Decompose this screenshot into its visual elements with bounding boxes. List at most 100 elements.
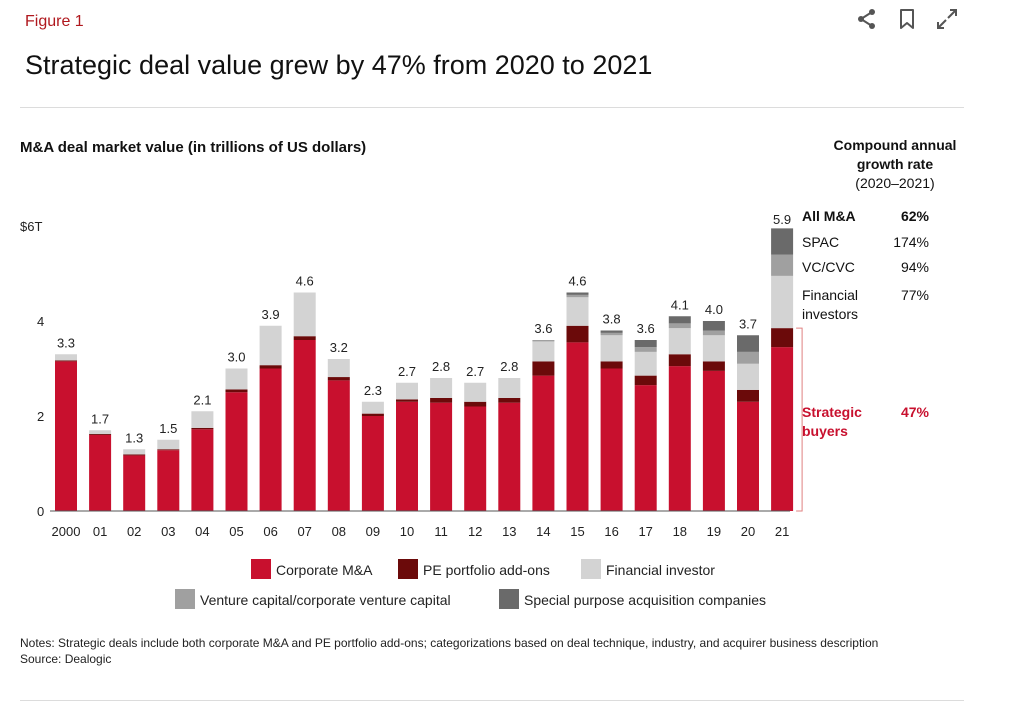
bar-segment (634, 340, 657, 348)
x-tick-label: 06 (263, 524, 277, 539)
cagr-row-value: 77% (901, 287, 929, 303)
bar-total-label: 3.6 (637, 321, 655, 336)
bar-segment (396, 382, 418, 400)
x-tick-label: 18 (673, 524, 687, 539)
bar-segment (327, 359, 350, 378)
bar-segment (737, 351, 759, 364)
bar-segment (771, 328, 794, 348)
headline: Strategic deal value grew by 47% from 20… (25, 50, 653, 80)
bar-segment (600, 368, 623, 511)
y-axis-top-label: $6T (20, 219, 42, 234)
bar-segment (361, 401, 384, 414)
bar-segment (566, 294, 589, 298)
bar-segment (532, 375, 555, 511)
cagr-header-line: (2020–2021) (855, 175, 934, 191)
x-tick-label: 04 (195, 524, 209, 539)
bar-segment (157, 449, 180, 451)
bar-segment (55, 354, 77, 361)
cagr-row-value: 94% (901, 259, 929, 275)
figure-label: Figure 1 (25, 13, 84, 30)
bar-segment (430, 402, 453, 511)
bar-segment (634, 347, 657, 352)
bar-total-label: 4.0 (705, 302, 723, 317)
y-tick-label: 0 (37, 504, 44, 519)
x-tick-label: 12 (468, 524, 482, 539)
bar-segment (361, 413, 384, 416)
cagr-header-line: growth rate (857, 156, 933, 172)
bar-segment (498, 397, 521, 403)
bar-segment (600, 361, 623, 369)
cagr-row-label: VC/CVC (802, 259, 855, 275)
bar-segment (430, 378, 453, 398)
bar-segment (634, 351, 657, 376)
x-tick-label: 08 (332, 524, 346, 539)
bar-segment (771, 275, 794, 329)
bar-segment (634, 375, 657, 386)
x-tick-label: 21 (775, 524, 789, 539)
bar-segment (89, 434, 112, 435)
y-tick-label: 2 (37, 409, 44, 424)
bar-segment (259, 365, 282, 369)
x-tick-label: 16 (604, 524, 618, 539)
x-tick-label: 09 (366, 524, 380, 539)
bar-segment (89, 435, 112, 511)
strategic-bracket (796, 327, 803, 512)
bar-segment (498, 402, 521, 511)
bar-segment (668, 323, 691, 329)
x-tick-label: 19 (707, 524, 721, 539)
legend-label: Corporate M&A (276, 562, 373, 578)
bar-total-label: 3.6 (534, 321, 552, 336)
x-tick-label: 2000 (52, 524, 81, 539)
bar-total-label: 2.8 (500, 359, 518, 374)
bar-total-label: 2.3 (364, 383, 382, 398)
legend-label: Special purpose acquisition companies (524, 592, 766, 608)
bar-total-label: 2.7 (466, 364, 484, 379)
bar-segment (55, 361, 77, 511)
bar-segment (191, 429, 214, 511)
bar-segment (737, 335, 759, 352)
bar-segment (668, 354, 691, 367)
legend-label: PE portfolio add-ons (423, 562, 550, 578)
cagr-row-value: 174% (893, 234, 929, 250)
bar-total-label: 3.0 (227, 350, 245, 365)
x-tick-label: 14 (536, 524, 550, 539)
bar-segment (566, 325, 589, 343)
bar-segment (123, 454, 146, 456)
bar-total-label: 1.5 (159, 421, 177, 436)
expand-icon[interactable] (934, 6, 960, 32)
bar-segment (771, 254, 794, 276)
x-tick-label: 11 (434, 524, 448, 539)
cagr-row-label: Strategic (802, 404, 862, 420)
legend-swatch (175, 589, 195, 609)
source-text: Source: Dealogic (20, 652, 112, 666)
cagr-row-value: 47% (901, 404, 930, 420)
bar-segment (702, 370, 725, 511)
bar-segment (327, 380, 350, 511)
bar-segment (532, 340, 555, 342)
bar-segment (737, 363, 759, 390)
bar-total-label: 3.8 (603, 312, 621, 327)
bar-segment (668, 328, 691, 355)
legend-swatch (499, 589, 519, 609)
bar-segment (566, 292, 589, 295)
header-divider (20, 107, 964, 108)
x-tick-label: 05 (229, 524, 243, 539)
bar-segment (634, 385, 657, 511)
bar-total-label: 3.9 (262, 307, 280, 322)
share-icon[interactable] (854, 6, 880, 32)
cagr-header-line: Compound annual (834, 137, 957, 153)
bar-total-label: 4.6 (296, 274, 314, 289)
toolbar (848, 6, 966, 34)
bookmark-icon[interactable] (894, 6, 920, 32)
cagr-row-label: investors (802, 306, 858, 322)
bar-total-label: 1.7 (91, 411, 109, 426)
legend-swatch (581, 559, 601, 579)
bar-total-label: 4.1 (671, 297, 689, 312)
chart-title: M&A deal market value (in trillions of U… (20, 139, 366, 156)
bar-segment (498, 378, 521, 398)
bar-segment (123, 449, 146, 455)
x-tick-label: 03 (161, 524, 175, 539)
bar-segment (157, 439, 180, 450)
cagr-row-label: Financial (802, 287, 858, 303)
